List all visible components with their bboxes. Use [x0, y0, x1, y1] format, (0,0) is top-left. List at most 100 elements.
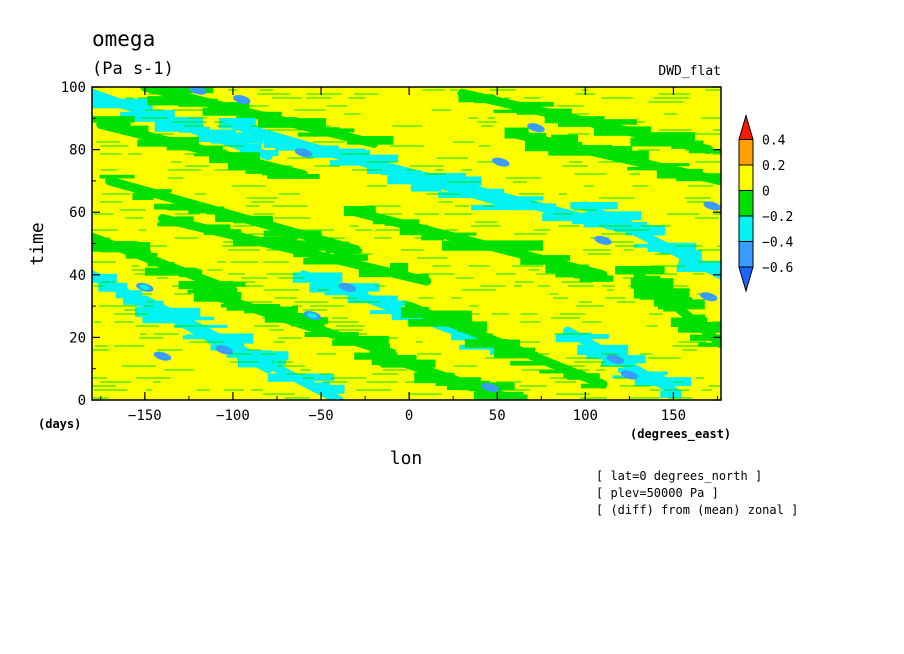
field-streak — [227, 161, 269, 171]
field-streak — [99, 174, 135, 179]
annotation-diff: [ (diff) from (mean) zonal ] — [596, 503, 799, 517]
field-streak — [443, 315, 473, 324]
field-band-core — [369, 348, 520, 400]
plot-area — [91, 86, 722, 401]
field-streak — [292, 317, 329, 324]
field-minimum-core — [236, 96, 247, 103]
field-streak — [457, 321, 488, 332]
chart-subtitle: (Pa s-1) — [92, 59, 174, 79]
field-band — [343, 205, 614, 282]
field-streak — [228, 134, 282, 141]
field-streak — [542, 213, 574, 222]
field-streak — [334, 254, 368, 261]
field-streak — [591, 146, 633, 155]
field-streak — [280, 373, 335, 381]
x-units-label: (degrees_east) — [630, 427, 731, 442]
field-streak — [657, 299, 705, 310]
field-band-core — [580, 201, 721, 280]
field-band-core — [140, 87, 379, 148]
colorbar-label: −0.4 — [762, 236, 793, 251]
field-band-core — [404, 301, 608, 389]
field-minimum-core — [307, 312, 318, 319]
field-band — [99, 174, 363, 255]
field-streak — [387, 175, 439, 185]
y-tick-label: 40 — [69, 268, 86, 284]
y-tick-label: 0 — [78, 393, 86, 409]
field-streak — [576, 116, 605, 120]
field-streak — [161, 87, 214, 94]
y-axis: 0 20 40 60 80 100 — [61, 80, 721, 409]
field-streak — [654, 163, 690, 167]
field-streak — [689, 334, 721, 341]
field-streak — [389, 262, 409, 273]
colorbar-segment — [738, 164, 754, 191]
field-band-core — [92, 88, 273, 161]
field-band — [400, 301, 608, 389]
field-band-core — [140, 295, 344, 400]
field-streak — [464, 339, 508, 348]
field-streak — [412, 172, 467, 178]
field-streak — [251, 303, 281, 308]
field-band — [457, 88, 721, 155]
x-tick-label: 0 — [405, 408, 413, 424]
omega-field — [92, 87, 721, 400]
field-minimum-core — [139, 284, 150, 291]
y-units-label: (days) — [38, 417, 81, 431]
x-tick-label: −150 — [128, 408, 162, 424]
field-band-core — [92, 232, 238, 295]
field-band-core — [510, 129, 721, 186]
colorbar-label: −0.6 — [762, 261, 793, 276]
field-minimum-core — [219, 347, 230, 353]
field-minimum-core — [495, 159, 506, 165]
field-streak — [408, 318, 465, 327]
field-streak — [132, 192, 154, 200]
field-streak — [579, 275, 614, 282]
y-tick-label: 20 — [69, 330, 86, 346]
field-band-core — [457, 88, 714, 155]
field-minimum-core — [610, 356, 621, 363]
field-streak — [414, 372, 455, 384]
colorbar: −0.6 −0.4 −0.2 0 0.2 0.4 — [738, 113, 793, 293]
colorbar-label: 0.2 — [762, 159, 785, 174]
field-minimum-core — [707, 203, 718, 209]
chart-title: omega — [92, 27, 155, 51]
field-streak — [422, 310, 472, 320]
dataset-label: DWD_flat — [658, 64, 721, 79]
field-streak — [331, 128, 355, 133]
x-tick-label: 50 — [489, 408, 506, 424]
field-streak — [202, 107, 241, 116]
field-streak — [580, 383, 601, 389]
field-streak — [583, 217, 629, 228]
colorbar-label: 0 — [762, 185, 770, 200]
y-axis-label: time — [27, 222, 48, 265]
y-tick-label: 100 — [61, 80, 86, 96]
field-streak — [510, 360, 559, 366]
field-band-core — [633, 270, 721, 349]
x-tick-label: −50 — [308, 408, 333, 424]
colorbar-label: 0.4 — [762, 134, 786, 149]
field-streak — [651, 132, 696, 141]
field-streak — [309, 283, 334, 293]
field-streak — [619, 150, 649, 161]
field-streak — [355, 154, 399, 163]
colorbar-segment — [738, 190, 754, 217]
field-streak — [516, 196, 544, 201]
field-streak — [570, 334, 609, 339]
y-tick-label: 60 — [69, 205, 86, 221]
field-streak — [325, 249, 363, 254]
field-streak — [486, 240, 543, 251]
field-streak — [555, 268, 588, 278]
field-streak — [698, 342, 721, 347]
field-streak — [548, 149, 601, 156]
annotation-lat: [ lat=0 degrees_north ] — [596, 469, 763, 483]
field-streak — [410, 181, 442, 192]
x-axis-label: lon — [390, 448, 423, 469]
field-streak — [592, 211, 642, 221]
x-tick-label: 100 — [573, 408, 598, 424]
field-streak — [297, 132, 335, 137]
field-streak — [493, 109, 529, 113]
field-streak — [318, 384, 345, 394]
field-streak — [297, 240, 339, 251]
field-streak — [207, 333, 254, 344]
field-streak — [107, 117, 131, 127]
